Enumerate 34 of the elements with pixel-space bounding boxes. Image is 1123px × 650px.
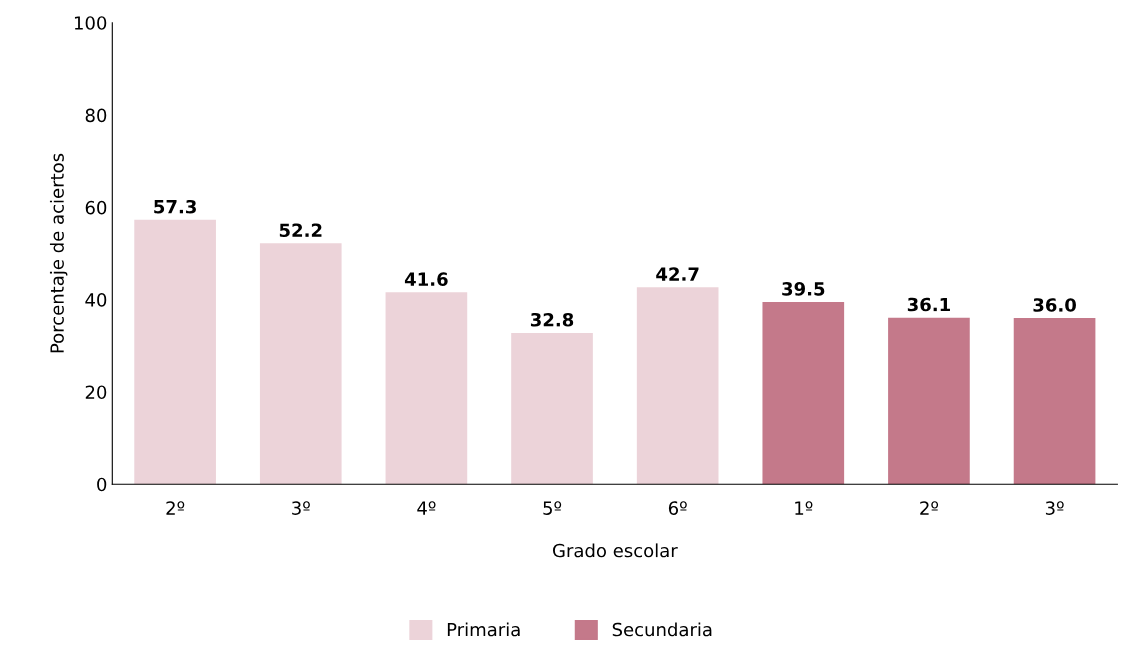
y-tick-label: 40 — [85, 293, 107, 307]
bar — [1013, 318, 1096, 485]
data-label: 57.3 — [154, 199, 196, 214]
data-label: 39.5 — [782, 282, 825, 296]
bar — [385, 292, 468, 485]
y-tick-label: 60 — [85, 200, 107, 215]
bar — [636, 287, 719, 485]
x-axis-title: Grado escolar — [553, 543, 678, 558]
x-tick-label: 1º — [795, 501, 813, 515]
x-tick-label: 5º — [543, 501, 562, 515]
x-tick-label: 3º — [1045, 501, 1064, 515]
data-label: 42.7 — [656, 267, 699, 281]
x-tick-label: 2º — [166, 501, 185, 515]
data-label: 36.1 — [907, 297, 950, 312]
bar — [888, 317, 970, 485]
x-tick-label: 3º — [292, 501, 310, 515]
data-label: 52.2 — [279, 223, 322, 238]
data-label: 36.0 — [1033, 298, 1076, 312]
data-label: 41.6 — [404, 272, 448, 286]
bar — [511, 332, 593, 485]
y-tick-label: 0 — [97, 477, 107, 492]
x-tick-label: 2º — [920, 501, 939, 515]
bar — [259, 243, 342, 485]
bar — [762, 301, 845, 485]
y-tick-label: 80 — [85, 108, 107, 123]
x-tick-label: 6º — [668, 501, 687, 515]
y-axis-title: Porcentaje de aciertos — [49, 153, 68, 353]
x-tick-label: 4º — [417, 501, 436, 515]
legend-label: Secundaria — [612, 622, 712, 637]
y-tick-label: 100 — [74, 16, 107, 30]
data-label: 32.8 — [530, 312, 574, 327]
y-tick-label: 20 — [85, 385, 107, 400]
legend-label: Primaria — [447, 622, 520, 637]
bar — [134, 219, 216, 485]
